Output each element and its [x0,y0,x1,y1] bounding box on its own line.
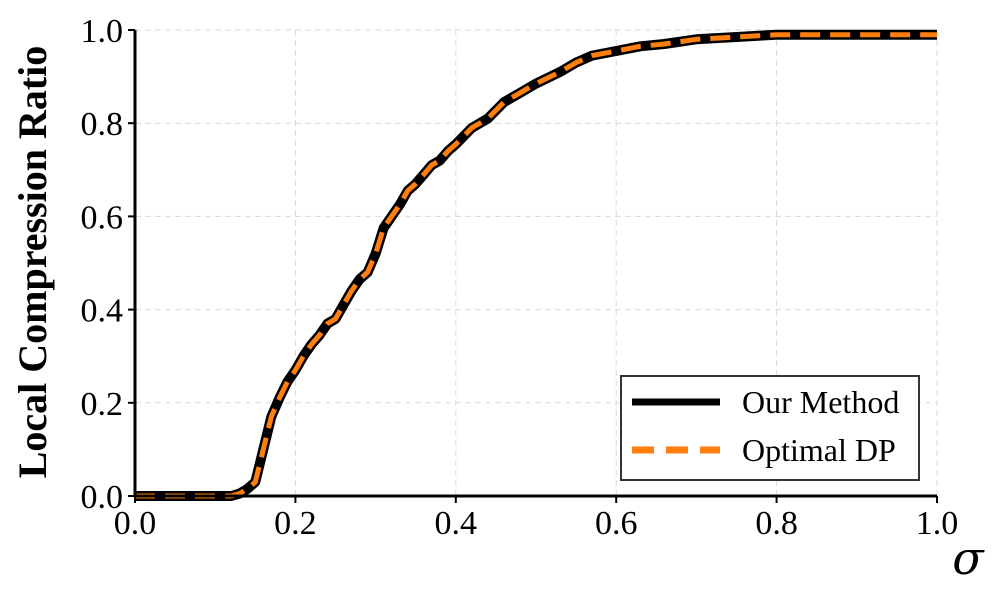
series-layer [135,29,937,501]
y-ticks: 0.0 0.2 0.4 0.6 0.8 1.0 [81,13,135,516]
x-tick-label: 0.8 [755,505,798,542]
x-tick-label: 0.0 [114,505,157,542]
y-tick-label: 0.2 [81,386,124,423]
legend-label-our-method: Our Method [742,384,899,420]
x-tick-label: 0.2 [274,505,317,542]
series-line-optimal-dp [135,32,937,499]
y-axis-title: Local Compression Ratio [10,46,55,479]
y-tick-label: 0.4 [81,293,124,330]
legend-frame [620,375,920,481]
grid [135,29,938,496]
x-ticks: 0.0 0.2 0.4 0.6 0.8 1.0 [114,496,959,542]
y-tick-label: 0.8 [81,106,124,143]
x-tick-label: 1.0 [916,505,959,542]
axes [133,30,937,498]
y-tick-label: 0.6 [81,199,124,236]
x-axis-title: σ [952,531,985,585]
x-tick-label: 0.6 [595,505,638,542]
x-tick-label: 0.4 [435,505,478,542]
y-tick-label: 1.0 [81,13,124,50]
y-tick-label: 0.0 [81,479,124,516]
legend-label-optimal-dp: Optimal DP [742,432,896,468]
legend: Our Method Optimal DP [620,375,920,481]
